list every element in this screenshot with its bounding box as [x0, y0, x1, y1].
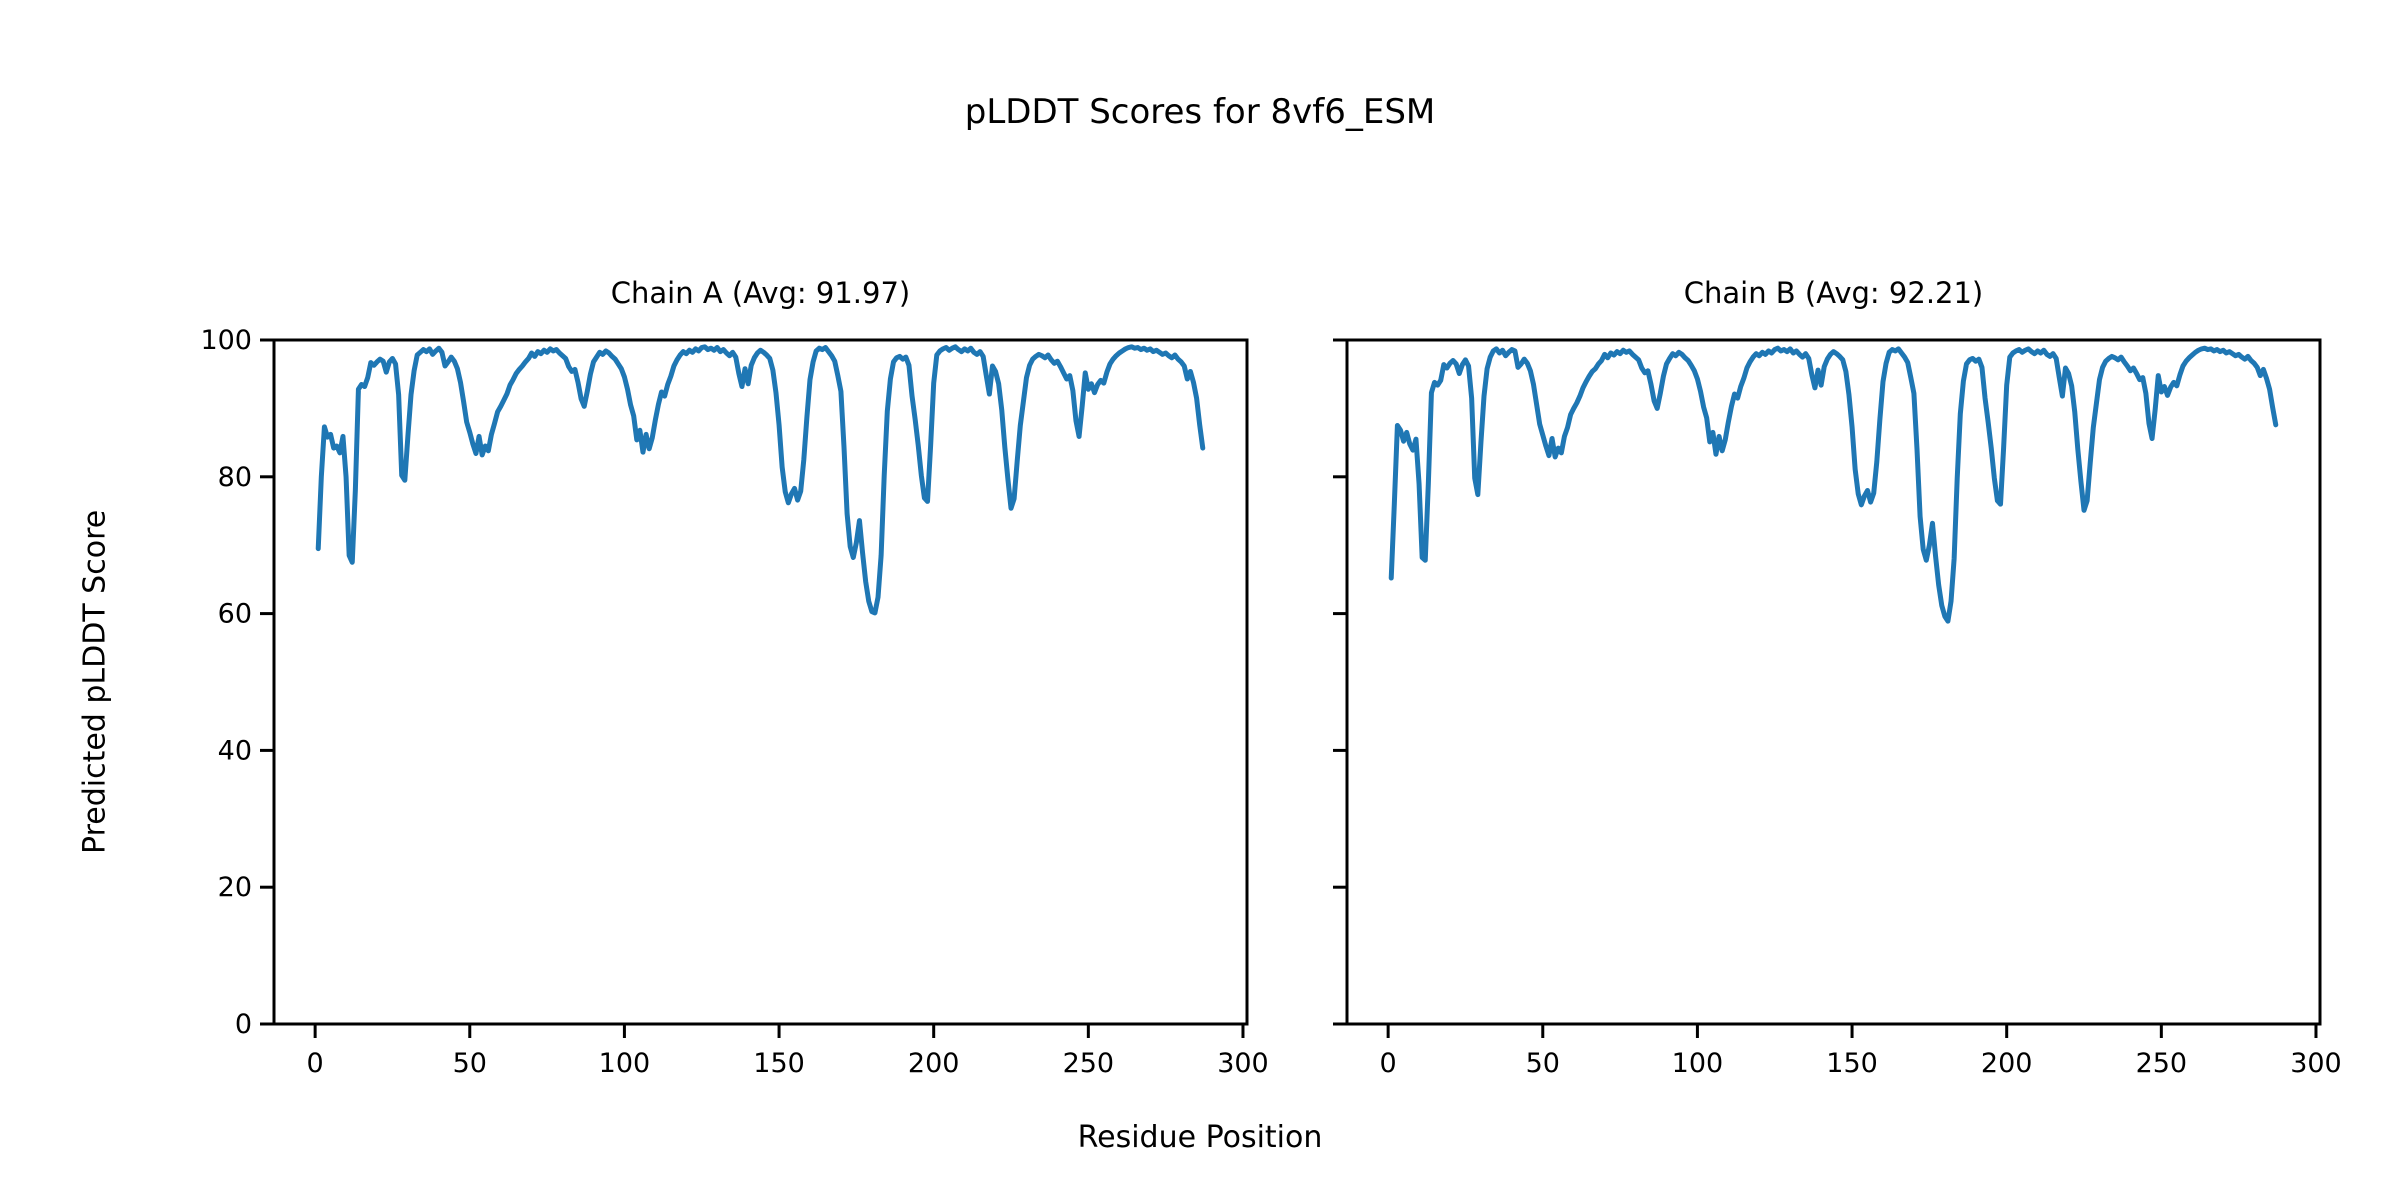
y-tick-label: 0: [235, 1009, 252, 1040]
x-tick-label: 150: [753, 1048, 805, 1079]
plot-spines: [272, 338, 1249, 1026]
y-tick-label: 80: [218, 462, 252, 493]
figure-title: pLDDT Scores for 8vf6_ESM: [964, 92, 1436, 132]
y-tick-label: 40: [218, 735, 252, 766]
y-tick-label: 20: [218, 872, 252, 903]
subplot-title-chain-a: Chain A (Avg: 91.97): [610, 276, 911, 310]
x-tick-label: 50: [453, 1048, 487, 1079]
subplot-title-chain-b: Chain B (Avg: 92.21): [1683, 276, 1984, 310]
x-tick-label: 150: [1826, 1048, 1878, 1079]
x-tick-label: 100: [1672, 1048, 1724, 1079]
x-tick-label: 200: [908, 1048, 960, 1079]
plot-spines: [1345, 338, 2322, 1026]
x-tick-label: 0: [307, 1048, 324, 1079]
x-tick-label: 200: [1981, 1048, 2033, 1079]
y-tick-label: 100: [200, 325, 252, 356]
x-tick-label: 50: [1526, 1048, 1560, 1079]
y-axis-label: Predicted pLDDT Score: [77, 509, 113, 855]
plddt-line-chain-a: [315, 344, 1206, 616]
x-tick-label: 250: [1063, 1048, 1115, 1079]
y-tick-label: 60: [218, 599, 252, 630]
x-tick-label: 100: [599, 1048, 651, 1079]
x-tick-label: 250: [2136, 1048, 2188, 1079]
x-tick-label: 0: [1380, 1048, 1397, 1079]
plddt-line-chain-b: [1388, 345, 2279, 624]
x-tick-label: 300: [1217, 1048, 1269, 1079]
x-axis-label: Residue Position: [1077, 1120, 1323, 1155]
x-tick-label: 300: [2290, 1048, 2342, 1079]
